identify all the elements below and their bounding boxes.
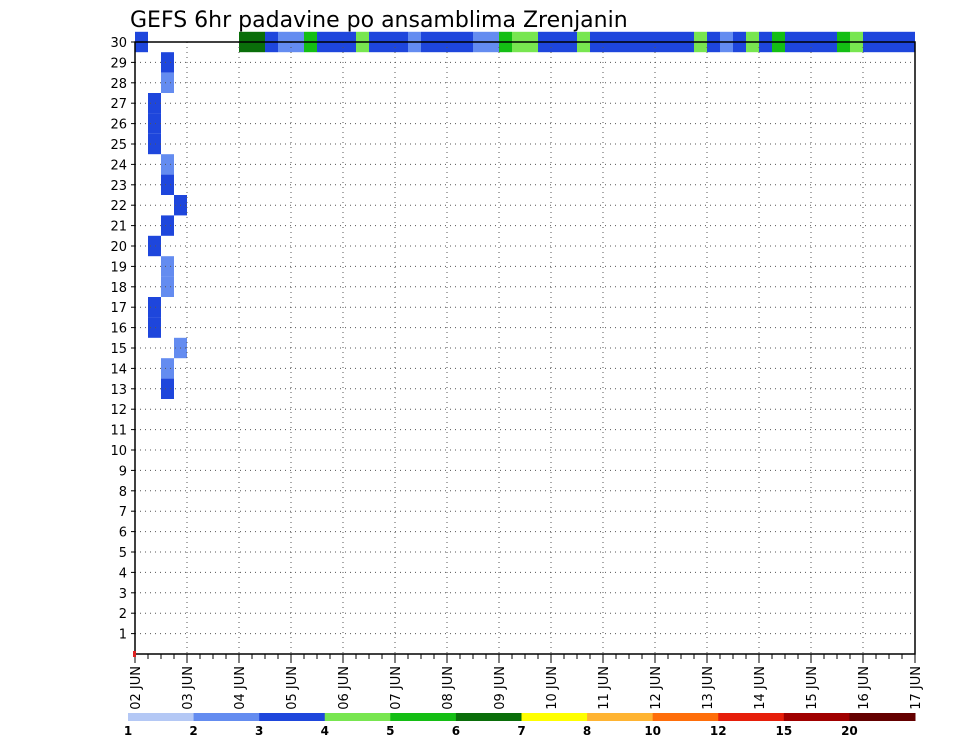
- y-tick-label: 2: [119, 607, 127, 622]
- colorbar-segment: [783, 713, 850, 721]
- x-tick-label: 10 JUN: [545, 666, 560, 710]
- y-tick-label: 27: [110, 97, 127, 112]
- y-tick-label: 12: [110, 403, 127, 418]
- heatmap-cell: [148, 93, 161, 114]
- x-tick-label: 09 JUN: [493, 666, 508, 710]
- y-tick-label: 25: [110, 138, 127, 153]
- y-tick-label: 20: [110, 240, 127, 255]
- y-tick-label: 7: [119, 505, 127, 520]
- y-tick-label: 29: [110, 56, 127, 71]
- colorbar-label: 3: [255, 724, 263, 738]
- y-tick-label: 26: [110, 118, 127, 133]
- colorbar-segment: [193, 713, 260, 721]
- heatmap-cell: [161, 154, 174, 175]
- colorbar-segment: [324, 713, 391, 721]
- colorbar: 1 2 3 4 5 6 7 8 10 12 15 20: [124, 713, 916, 738]
- y-tick-label: 30: [110, 36, 127, 51]
- colorbar-label: 6: [452, 724, 460, 738]
- y-tick-label: 21: [110, 220, 127, 235]
- heatmap-cell: [161, 378, 174, 399]
- heatmap-cell: [148, 297, 161, 318]
- heatmap-cell: [161, 72, 174, 93]
- x-tick-label: 16 JUN: [857, 666, 872, 710]
- colorbar-segment: [128, 713, 195, 721]
- y-tick-label: 15: [110, 342, 127, 357]
- colorbar-segment: [849, 713, 916, 721]
- x-tick-label: 03 JUN: [181, 666, 196, 710]
- y-tick-label: 9: [119, 464, 127, 479]
- x-tick-label: 06 JUN: [337, 666, 352, 710]
- y-tick-label: 14: [110, 362, 127, 377]
- colorbar-label: 5: [386, 724, 394, 738]
- y-tick-label: 18: [110, 281, 127, 296]
- x-tick-label: 13 JUN: [701, 666, 716, 710]
- colorbar-segment: [587, 713, 654, 721]
- heatmap-cell: [148, 317, 161, 338]
- heatmap-cell: [161, 174, 174, 195]
- heatmap-cell: [161, 276, 174, 297]
- y-tick-label: 1: [119, 628, 127, 643]
- x-tick-label: 02 JUN: [129, 666, 144, 710]
- grid-lines: [135, 41, 915, 654]
- heatmap-cell: [161, 215, 174, 236]
- y-tick-label: 23: [110, 179, 127, 194]
- y-tick-label: 17: [110, 301, 127, 316]
- colorbar-label: 4: [321, 724, 329, 738]
- heatmap-cell: [148, 113, 161, 134]
- chart-title: GEFS 6hr padavine po ansamblima Zrenjani…: [130, 8, 628, 33]
- colorbar-segment: [390, 713, 457, 721]
- colorbar-label: 20: [841, 724, 858, 738]
- x-tick-label: 15 JUN: [805, 666, 820, 710]
- colorbar-segment: [259, 713, 326, 721]
- y-tick-label: 8: [119, 485, 127, 500]
- colorbar-label: 10: [644, 724, 661, 738]
- heatmap-cell: [161, 358, 174, 379]
- x-axis: 02 JUN 03 JUN 04 JUN 05 JUN 06 JUN 07 JUN 08 J…: [129, 651, 924, 710]
- heatmap-cell: [161, 52, 174, 73]
- colorbar-label: 15: [775, 724, 792, 738]
- x-tick-label: 11 JUN: [597, 666, 612, 710]
- heatmap-cell: [148, 235, 161, 257]
- heatmap-cells: [135, 31, 915, 399]
- x-tick-label: 08 JUN: [441, 666, 456, 710]
- y-tick-label: 6: [119, 526, 127, 541]
- x-tick-label: 17 JUN: [909, 666, 924, 710]
- x-tick-label: 04 JUN: [233, 666, 248, 710]
- x-tick-label: 14 JUN: [753, 666, 768, 710]
- y-tick-label: 10: [110, 444, 127, 459]
- colorbar-label: 8: [583, 724, 591, 738]
- x-tick-label: 12 JUN: [649, 666, 664, 710]
- colorbar-label: 7: [517, 724, 525, 738]
- y-axis: 1234567891011121314151617181920212223242…: [110, 36, 135, 643]
- colorbar-label: 12: [710, 724, 727, 738]
- y-tick-label: 28: [110, 77, 127, 92]
- colorbar-segment: [455, 713, 522, 721]
- y-tick-label: 24: [110, 158, 127, 173]
- heatmap-cell: [161, 256, 174, 277]
- y-tick-label: 13: [110, 383, 127, 398]
- heatmap-cell: [148, 133, 161, 155]
- y-tick-label: 22: [110, 199, 127, 214]
- colorbar-segment: [718, 713, 785, 721]
- colorbar-label: 2: [189, 724, 197, 738]
- y-tick-label: 3: [119, 587, 127, 602]
- x-tick-label: 07 JUN: [389, 666, 404, 710]
- axis-origin-marker: [133, 651, 136, 657]
- x-tick-label: 05 JUN: [285, 666, 300, 710]
- colorbar-label: 1: [124, 724, 132, 738]
- colorbar-segment: [652, 713, 719, 721]
- y-tick-label: 11: [110, 424, 127, 439]
- y-tick-label: 4: [119, 566, 127, 581]
- y-tick-label: 5: [119, 546, 127, 561]
- y-tick-label: 19: [110, 260, 127, 275]
- y-tick-label: 16: [110, 322, 127, 337]
- colorbar-segment: [521, 713, 588, 721]
